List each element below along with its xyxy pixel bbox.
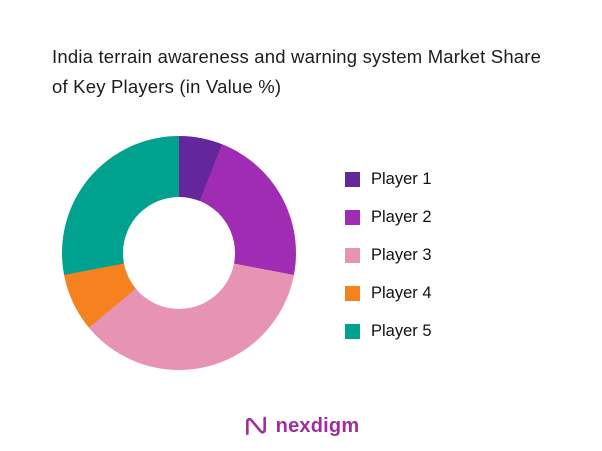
legend-label: Player 3 <box>371 246 432 264</box>
chart-legend: Player 1 Player 2 Player 3 Player 4 Player 5 <box>345 170 432 341</box>
donut-chart <box>62 136 296 370</box>
legend-swatch <box>345 210 360 225</box>
legend-item: Player 4 <box>345 284 432 303</box>
legend-label: Player 4 <box>371 284 432 302</box>
legend-label: Player 2 <box>371 208 432 226</box>
legend-swatch <box>345 286 360 301</box>
legend-label: Player 1 <box>371 170 432 188</box>
donut-hole <box>123 197 235 309</box>
legend-item: Player 5 <box>345 322 432 341</box>
legend-label: Player 5 <box>371 322 432 340</box>
legend-swatch <box>345 172 360 187</box>
legend-item: Player 1 <box>345 170 432 189</box>
legend-item: Player 3 <box>345 246 432 265</box>
legend-swatch <box>345 324 360 339</box>
legend-item: Player 2 <box>345 208 432 227</box>
nexdigm-logo-icon <box>245 416 266 435</box>
brand-name: nexdigm <box>275 414 360 437</box>
chart-title: India terrain awareness and warning syst… <box>52 46 542 97</box>
brand-logo: nexdigm <box>0 413 602 439</box>
legend-swatch <box>345 248 360 263</box>
